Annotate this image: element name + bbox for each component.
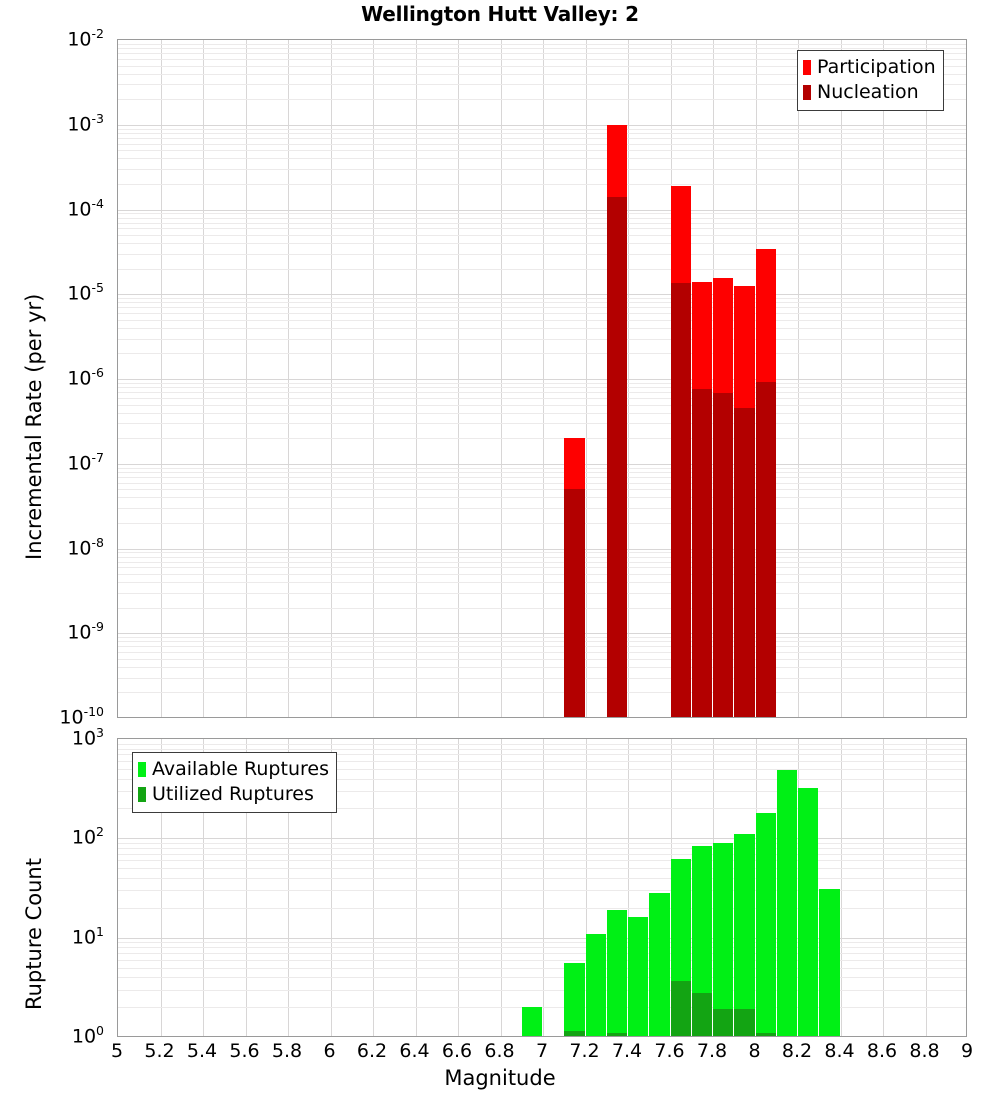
bar	[564, 1030, 585, 1036]
y-axis-tick-label: 10-7	[67, 449, 104, 475]
legend-item-utilized-ruptures[interactable]: Utilized Ruptures	[138, 782, 329, 807]
x-axis-tick-label: 8.4	[824, 1040, 855, 1062]
bar	[776, 769, 797, 1036]
available-ruptures-swatch-icon	[138, 762, 146, 777]
bar	[734, 1009, 755, 1036]
x-axis-tick-label: 6.2	[356, 1040, 388, 1062]
chart-title: Wellington Hutt Valley: 2	[361, 2, 639, 26]
y-axis-tick-label: 10-4	[67, 195, 104, 220]
legend-item-available-ruptures[interactable]: Available Ruptures	[138, 757, 329, 782]
x-axis-tick-label: 6.6	[441, 1040, 473, 1062]
x-axis-tick-label: 5	[110, 1040, 124, 1062]
x-axis-tick-label: 8	[748, 1040, 761, 1062]
x-axis-tick-label: 8.6	[866, 1040, 898, 1062]
bar	[585, 933, 606, 1036]
bar	[755, 812, 776, 1036]
x-axis-tick-label: 7.6	[654, 1040, 685, 1062]
legend-incremental-rate: Participation Nucleation	[797, 50, 944, 111]
bar	[564, 963, 585, 1036]
x-axis-tick-label: 6.4	[399, 1040, 430, 1062]
y-axis-tick-label: 101	[71, 923, 104, 948]
y-axis-tick-label: 100	[71, 1023, 104, 1048]
y-axis-tick-label: 10-10	[59, 704, 104, 729]
legend-rupture-count: Available Ruptures Utilized Ruptures	[132, 752, 337, 813]
x-axis-tick-label: 7.8	[696, 1040, 728, 1062]
utilized-ruptures-swatch-icon	[138, 787, 146, 802]
bar	[628, 917, 649, 1036]
bar	[691, 388, 712, 717]
x-axis-tick-label: 8.8	[909, 1040, 940, 1062]
bar	[734, 834, 755, 1036]
legend-item-nucleation[interactable]: Nucleation	[803, 80, 936, 105]
bar	[606, 1032, 627, 1036]
legend-label-participation: Participation	[817, 56, 936, 78]
x-axis-tick-label: 7.4	[611, 1040, 643, 1062]
x-axis-tick-label: 8.2	[781, 1040, 813, 1062]
bar	[734, 408, 755, 717]
y-axis-tick-label: 10-3	[67, 110, 104, 136]
x-axis-tick-label: 5.2	[144, 1040, 175, 1062]
x-axis-title: Magnitude	[444, 1066, 556, 1090]
y-axis-tick-label: 103	[71, 725, 104, 750]
x-axis-tick-label: 6.8	[484, 1040, 515, 1062]
x-axis-tick-label: 5.4	[186, 1040, 218, 1062]
participation-swatch-icon	[803, 60, 811, 75]
x-axis-tick-label: 7.2	[569, 1040, 600, 1062]
bar	[755, 1032, 776, 1036]
bar	[691, 845, 712, 1036]
legend-item-participation[interactable]: Participation	[803, 55, 936, 80]
y-axis-tick-label: 10-5	[67, 280, 104, 305]
x-axis-tick-label: 5.6	[229, 1040, 260, 1062]
bar	[755, 381, 776, 717]
bar	[606, 909, 627, 1036]
bar	[564, 489, 585, 717]
x-axis-tick-label: 9	[960, 1040, 974, 1062]
x-axis-tick-label: 7	[535, 1040, 549, 1062]
bar	[713, 1009, 734, 1036]
x-axis-tick-label: 6	[323, 1040, 336, 1062]
bar	[819, 888, 840, 1036]
bar	[606, 197, 627, 717]
y-axis-tick-label: 10-6	[67, 365, 104, 390]
bar	[670, 283, 691, 717]
y-axis-tick-label: 10-9	[67, 619, 104, 644]
bar	[691, 992, 712, 1036]
bar	[521, 1007, 542, 1036]
y-axis-tick-label: 10-8	[67, 534, 104, 559]
y-axis-tick-label: 10-2	[67, 26, 104, 51]
legend-label-nucleation: Nucleation	[817, 81, 919, 103]
bar	[713, 392, 734, 717]
legend-label-utilized-ruptures: Utilized Ruptures	[152, 783, 314, 805]
incremental-rate-plot	[117, 39, 967, 718]
bar	[670, 980, 691, 1036]
x-axis-tick-label: 5.8	[271, 1040, 303, 1062]
bar	[649, 893, 670, 1036]
y-axis-title-top: Incremental Rate (per yr)	[22, 293, 46, 560]
legend-label-available-ruptures: Available Ruptures	[152, 758, 329, 780]
bar	[798, 788, 819, 1036]
nucleation-swatch-icon	[803, 85, 811, 100]
bar	[713, 843, 734, 1036]
y-axis-tick-label: 102	[71, 824, 104, 849]
